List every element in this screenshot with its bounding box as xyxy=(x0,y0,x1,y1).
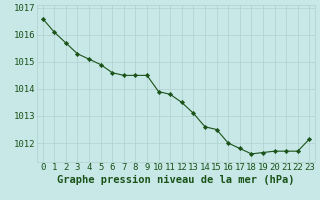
X-axis label: Graphe pression niveau de la mer (hPa): Graphe pression niveau de la mer (hPa) xyxy=(57,175,295,185)
